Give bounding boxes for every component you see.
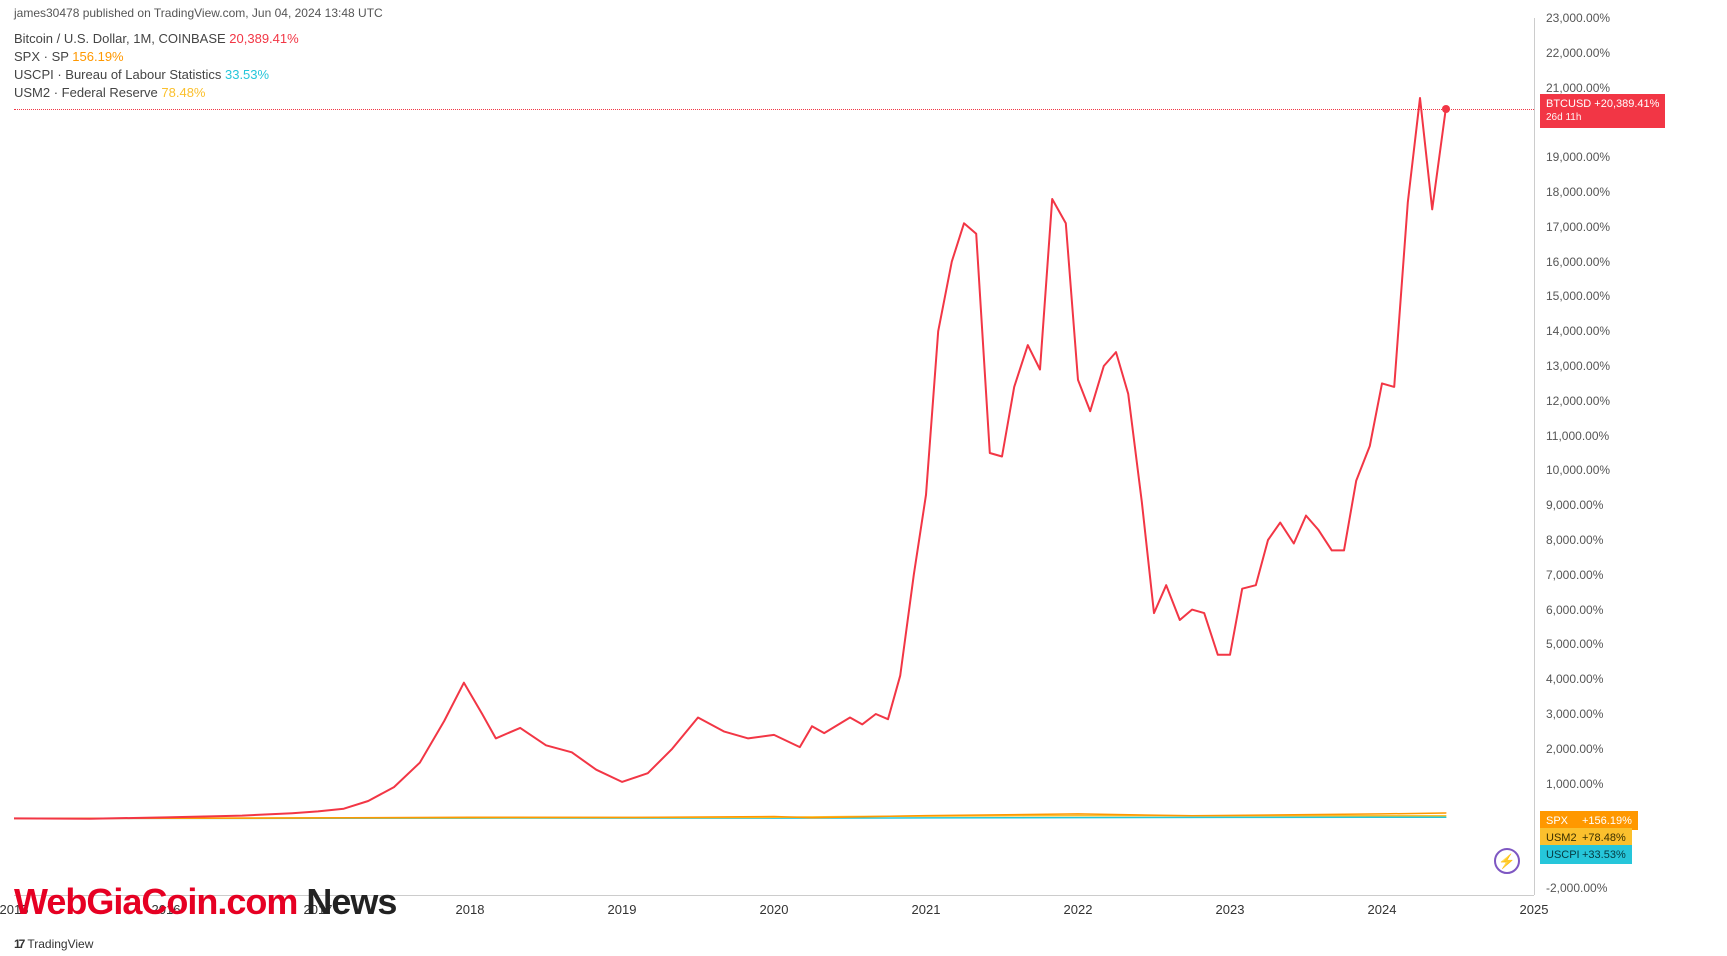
y-tick-label: 18,000.00% xyxy=(1546,185,1610,199)
y-tick-label: 21,000.00% xyxy=(1546,81,1610,95)
current-price-line xyxy=(14,109,1534,110)
y-tick-label: 22,000.00% xyxy=(1546,46,1610,60)
y-tick-label: 23,000.00% xyxy=(1546,11,1610,25)
price-flag-uscpi: USCPI +33.53% xyxy=(1540,845,1632,864)
x-tick-label: 2023 xyxy=(1216,902,1245,917)
x-tick-label: 2020 xyxy=(760,902,789,917)
y-tick-label: 17,000.00% xyxy=(1546,220,1610,234)
tradingview-logo: 17 xyxy=(14,937,23,951)
watermark: WebGiaCoin.com News xyxy=(14,881,396,923)
x-tick-label: 2019 xyxy=(608,902,637,917)
y-tick-label: 8,000.00% xyxy=(1546,533,1603,547)
axis-border xyxy=(1534,18,1535,895)
chart-area[interactable] xyxy=(14,18,1534,888)
y-tick-label: 9,000.00% xyxy=(1546,498,1603,512)
watermark-primary: WebGiaCoin.com xyxy=(14,881,297,922)
series-btcusd xyxy=(14,98,1446,819)
y-tick-label: 6,000.00% xyxy=(1546,603,1603,617)
y-tick-label: 4,000.00% xyxy=(1546,672,1603,686)
chart-svg xyxy=(14,18,1534,888)
x-tick-label: 2022 xyxy=(1064,902,1093,917)
y-tick-label: 14,000.00% xyxy=(1546,324,1610,338)
x-tick-label: 2024 xyxy=(1368,902,1397,917)
y-tick-label: 16,000.00% xyxy=(1546,255,1610,269)
y-tick-label: 2,000.00% xyxy=(1546,742,1603,756)
y-tick-label: 5,000.00% xyxy=(1546,637,1603,651)
y-axis: -2,000.00%0.00%1,000.00%2,000.00%3,000.0… xyxy=(1540,18,1710,888)
price-flag-btcusd: BTCUSD +20,389.41%26d 11h xyxy=(1540,94,1665,128)
x-tick-label: 2025 xyxy=(1520,902,1549,917)
y-tick-label: -2,000.00% xyxy=(1546,881,1607,895)
last-price-dot xyxy=(1442,105,1450,113)
watermark-secondary: News xyxy=(306,881,396,922)
y-tick-label: 10,000.00% xyxy=(1546,463,1610,477)
tradingview-text: TradingView xyxy=(27,937,93,951)
y-tick-label: 11,000.00% xyxy=(1546,429,1609,443)
x-tick-label: 2018 xyxy=(456,902,485,917)
y-tick-label: 15,000.00% xyxy=(1546,289,1610,303)
y-tick-label: 7,000.00% xyxy=(1546,568,1603,582)
y-tick-label: 12,000.00% xyxy=(1546,394,1610,408)
y-tick-label: 19,000.00% xyxy=(1546,150,1610,164)
x-tick-label: 2021 xyxy=(912,902,941,917)
tradingview-credit: 17 TradingView xyxy=(14,937,93,951)
snapshot-icon[interactable]: ⚡ xyxy=(1494,848,1520,874)
y-tick-label: 1,000.00% xyxy=(1546,777,1603,791)
y-tick-label: 13,000.00% xyxy=(1546,359,1610,373)
y-tick-label: 3,000.00% xyxy=(1546,707,1603,721)
